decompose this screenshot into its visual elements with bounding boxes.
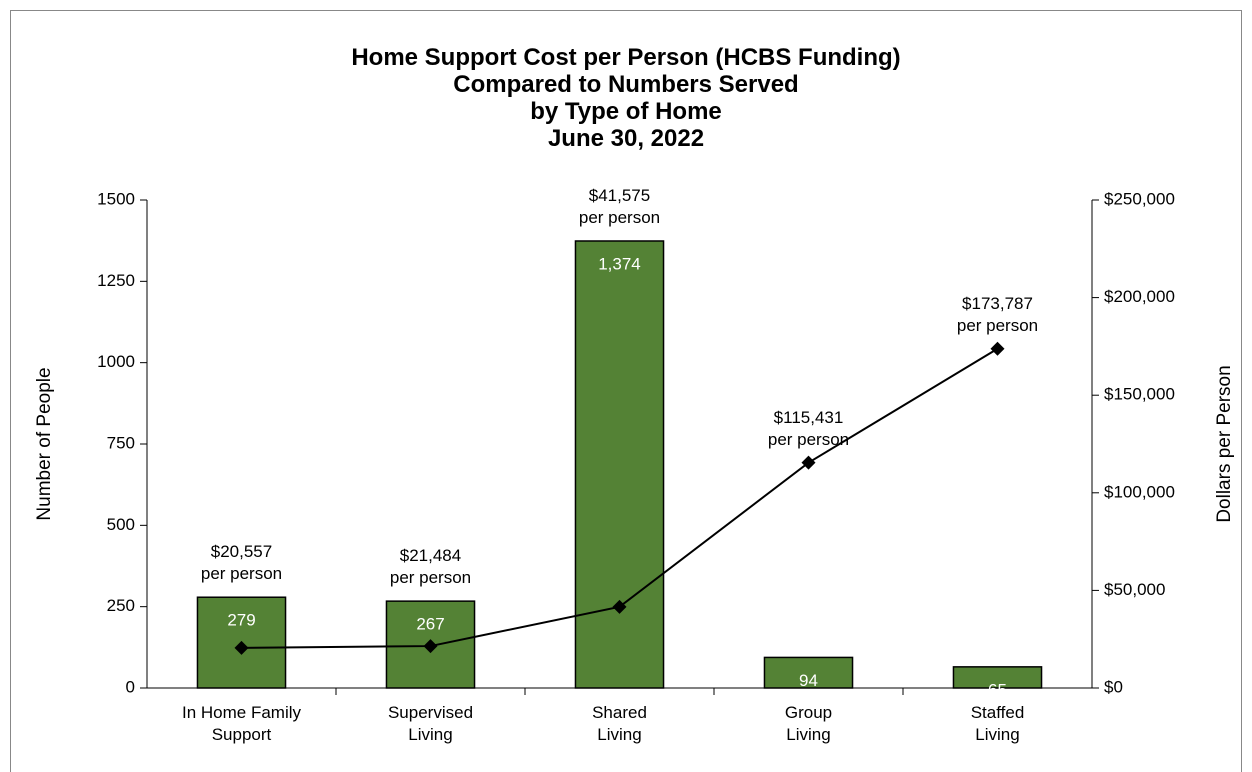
- x-tick-label: Group Living: [784, 703, 833, 744]
- bar-value-label: 65: [988, 680, 1007, 699]
- line-value-label-box: $20,557 per person: [200, 542, 283, 584]
- line-value-label-box: $173,787 per person: [956, 293, 1039, 335]
- x-tick-label: Supervised Living: [387, 703, 474, 744]
- line-value-label: $115,431 per person: [767, 407, 850, 449]
- line-marker: [234, 640, 249, 655]
- x-tick-label-box: Staffed Living: [970, 703, 1025, 744]
- y-tick-label: 500: [107, 515, 135, 534]
- y2-tick-label: $250,000: [1104, 189, 1175, 208]
- line-value-label: $173,787 per person: [956, 293, 1039, 335]
- x-tick-label-box: Shared Living: [592, 703, 647, 744]
- x-tick-label-box: Group Living: [784, 703, 833, 744]
- y2-tick-label: $150,000: [1104, 385, 1175, 404]
- y2-tick-label: $100,000: [1104, 482, 1175, 501]
- bar-value-label: 267: [416, 615, 444, 634]
- line-value-label-box: $21,484 per person: [389, 546, 472, 588]
- bar: [952, 666, 1043, 689]
- line-value-label-box: $115,431 per person: [767, 407, 850, 449]
- y-tick-label: 1250: [97, 271, 135, 290]
- bar-value-label: 279: [227, 611, 255, 630]
- line-marker: [423, 639, 438, 654]
- line-marker: [990, 341, 1005, 356]
- y-tick-label: 1000: [97, 352, 135, 371]
- x-tick-label: Staffed Living: [970, 703, 1025, 744]
- y2-tick-label: $200,000: [1104, 287, 1175, 306]
- y-tick-label: 1500: [97, 189, 135, 208]
- line-value-label-box: $41,575 per person: [578, 185, 661, 227]
- y2-axis-label: Dollars per Person: [1214, 365, 1235, 522]
- bar-value-label: 94: [799, 671, 818, 690]
- y2-tick-label: $50,000: [1104, 580, 1165, 599]
- x-tick-label: In Home Family Support: [181, 703, 302, 744]
- line-marker: [612, 599, 627, 614]
- bar: [574, 240, 665, 689]
- y-axis-label: Number of People: [34, 367, 55, 520]
- bar: [763, 656, 854, 689]
- x-tick-label: Shared Living: [592, 703, 647, 744]
- chart-title: Home Support Cost per Person (HCBS Fundi…: [351, 44, 901, 152]
- line-value-label: $41,575 per person: [578, 185, 661, 227]
- y-tick-label: 250: [107, 596, 135, 615]
- title-box: Home Support Cost per Person (HCBS Fundi…: [351, 44, 901, 152]
- y-tick-label: 0: [126, 677, 135, 696]
- x-tick-label-box: Supervised Living: [387, 703, 474, 744]
- line-marker: [801, 455, 816, 470]
- bar-value-label: 1,374: [598, 254, 641, 273]
- line-value-label: $21,484 per person: [389, 546, 472, 588]
- x-tick-label-box: In Home Family Support: [181, 703, 302, 744]
- y2-tick-label: $0: [1104, 677, 1123, 696]
- y-tick-label: 750: [107, 433, 135, 452]
- line-value-label: $20,557 per person: [200, 542, 283, 584]
